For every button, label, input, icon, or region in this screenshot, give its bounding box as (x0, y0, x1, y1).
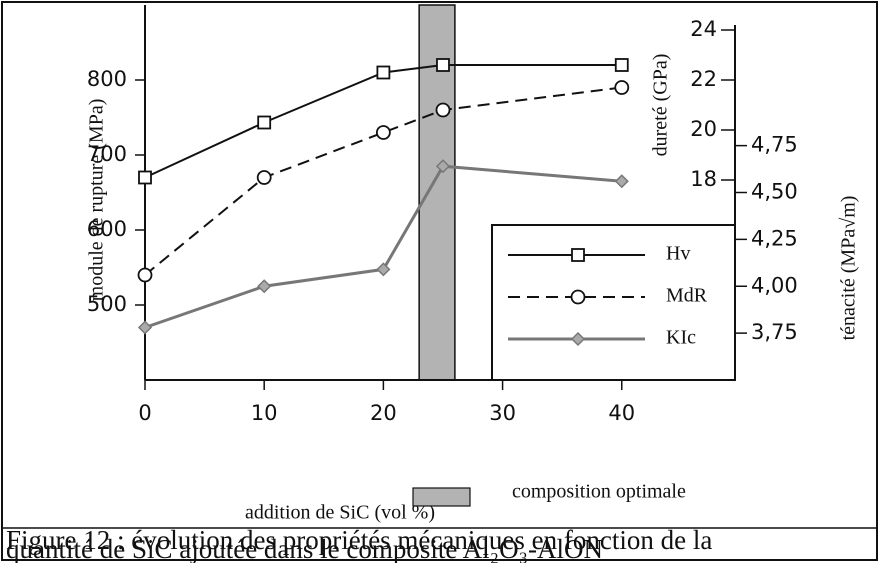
x-axis-label: addition de SiC (vol %) (245, 502, 435, 524)
caption-line: Figure 12 : évolution des propriétés méc… (6, 525, 712, 555)
marker-circle (570, 289, 586, 305)
marker-diamond (614, 174, 629, 189)
marker-square (138, 170, 152, 185)
y-axis-label: module de rupture (MPa) (86, 99, 108, 302)
marker-diamond (570, 331, 586, 347)
marker-diamond (435, 159, 451, 174)
marker-circle (375, 125, 391, 140)
marker-circle (435, 102, 451, 118)
marker-square (257, 115, 272, 130)
legend-label: composition optimale (512, 481, 686, 503)
y2-tick-label: 20 (690, 117, 717, 141)
x-tick-label: 20 (370, 401, 397, 425)
y-tick-label: 700 (87, 142, 127, 166)
series-line (144, 86, 622, 276)
legend-swatch (412, 487, 471, 507)
caption-line: quantité de SiC ajoutée dans le composit… (6, 534, 603, 563)
legend-box (491, 224, 736, 381)
x-tick-label: 30 (489, 401, 516, 425)
y2-tick-label: 24 (690, 17, 717, 41)
y-tick-label: 500 (87, 292, 127, 316)
marker-diamond (376, 262, 391, 277)
x-tick-label: 0 (138, 401, 151, 425)
y3-tick-label: 4,00 (751, 273, 798, 297)
y-tick-label: 800 (87, 67, 127, 91)
y3-tick-label: 4,25 (751, 226, 798, 250)
y3-axis-label: ténacité (MPa√m) (838, 196, 860, 341)
y3-tick-label: 3,75 (751, 320, 798, 344)
legend-label: MdR (666, 285, 708, 307)
y2-tick-label: 22 (690, 67, 717, 91)
y2-tick-label: 18 (690, 167, 717, 191)
marker-diamond (137, 320, 153, 335)
marker-square (571, 248, 585, 262)
marker-circle (256, 170, 272, 185)
marker-circle (137, 267, 153, 283)
y3-tick-label: 4,75 (751, 133, 798, 157)
marker-circle (614, 80, 630, 95)
legend-label: Hv (666, 243, 690, 265)
marker-diamond (257, 279, 272, 294)
marker-square (436, 58, 450, 72)
legend-label: KIc (666, 327, 696, 349)
marker-square (376, 65, 391, 80)
series-line (144, 64, 622, 179)
x-tick-label: 40 (608, 401, 635, 425)
y-tick-label: 600 (87, 217, 127, 241)
y3-tick-label: 4,50 (751, 180, 798, 204)
x-tick-label: 10 (251, 401, 278, 425)
marker-square (614, 58, 629, 72)
y2-axis-label: dureté (GPa) (650, 54, 672, 157)
